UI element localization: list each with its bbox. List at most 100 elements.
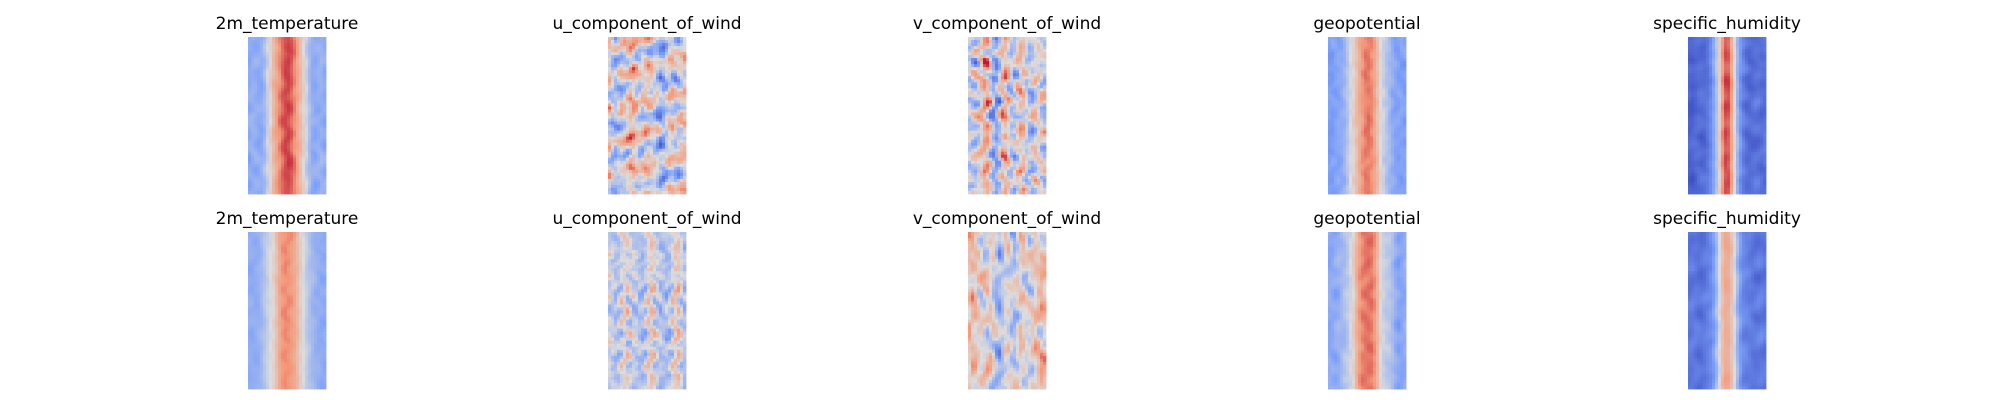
- heatmap-cell: [1031, 160, 1035, 165]
- heatmap-cell: [1028, 163, 1032, 168]
- heatmap-cell: [272, 73, 276, 77]
- heatmap-cell: [1403, 52, 1407, 56]
- heatmap-cell: [683, 112, 687, 116]
- heatmap-cell: [248, 112, 252, 116]
- heatmap-cell: [1034, 76, 1038, 80]
- heatmap-cell: [668, 103, 672, 107]
- heatmap-cell: [1379, 82, 1383, 86]
- heatmap-cell: [1043, 70, 1047, 74]
- heatmap-cell: [317, 178, 321, 183]
- heatmap-cell: [1364, 49, 1368, 53]
- heatmap-cell: [611, 73, 615, 77]
- heatmap-cell: [653, 142, 657, 147]
- heatmap-cell: [626, 73, 630, 77]
- heatmap-cell: [644, 88, 648, 92]
- heatmap-cell: [647, 52, 651, 56]
- heatmap-cell: [653, 127, 657, 131]
- heatmap-cell: [305, 175, 309, 180]
- heatmap-cell: [611, 160, 615, 165]
- heatmap-cell: [1379, 67, 1383, 71]
- heatmap-cell: [1385, 55, 1389, 59]
- heatmap-cell: [1019, 172, 1023, 177]
- heatmap-cell: [305, 37, 309, 41]
- heatmap-cell: [293, 52, 297, 56]
- heatmap-cell: [620, 49, 624, 53]
- heatmap-cell: [308, 109, 312, 113]
- heatmap-cell: [677, 142, 681, 147]
- heatmap-cell: [257, 40, 261, 44]
- heatmap-cell: [1043, 178, 1047, 183]
- heatmap-cell: [656, 52, 660, 56]
- heatmap-cell: [1364, 127, 1368, 131]
- heatmap-cell: [290, 79, 294, 83]
- heatmap-cell: [665, 166, 669, 171]
- heatmap-cell: [272, 172, 276, 177]
- heatmap-cell: [293, 133, 297, 138]
- heatmap-cell: [1334, 55, 1338, 59]
- heatmap-cell: [662, 187, 666, 192]
- heatmap-cell: [971, 91, 975, 95]
- heatmap-cell: [1040, 97, 1044, 101]
- heatmap-cell: [683, 46, 687, 50]
- heatmap-cell: [1352, 130, 1356, 135]
- heatmap-cell: [644, 106, 648, 110]
- heatmap-cell: [998, 187, 1002, 192]
- heatmap-cell: [1040, 133, 1044, 138]
- heatmap-cell: [995, 79, 999, 83]
- heatmap-cell: [680, 88, 684, 92]
- heatmap-cell: [650, 169, 654, 174]
- heatmap-cell: [971, 94, 975, 98]
- heatmap-cell: [1004, 109, 1008, 113]
- heatmap-cell: [995, 154, 999, 159]
- heatmap-cell: [1331, 139, 1335, 144]
- heatmap-cell: [1037, 175, 1041, 180]
- heatmap-cell: [968, 130, 972, 135]
- heatmap-cell: [260, 178, 264, 183]
- heatmap-cell: [1340, 142, 1344, 147]
- heatmap-cell: [1010, 46, 1014, 50]
- heatmap-cell: [1037, 142, 1041, 147]
- heatmap-cell: [1370, 43, 1374, 47]
- heatmap-cell: [1367, 118, 1371, 122]
- heatmap-cell: [1343, 37, 1347, 41]
- heatmap-cell: [1004, 58, 1008, 62]
- heatmap-cell: [1025, 172, 1029, 177]
- heatmap-cell: [677, 127, 681, 131]
- heatmap-cell: [1025, 67, 1029, 71]
- heatmap-cell: [281, 70, 285, 74]
- heatmap-cell: [1025, 61, 1029, 65]
- heatmap-cell: [269, 88, 273, 92]
- heatmap-cell: [641, 85, 645, 89]
- heatmap-cell: [1373, 124, 1377, 128]
- heatmap-cell: [302, 67, 306, 71]
- heatmap-cell: [1016, 103, 1020, 107]
- heatmap-cell: [641, 55, 645, 59]
- heatmap-cell: [266, 73, 270, 77]
- heatmap-cell: [260, 139, 264, 144]
- heatmap-cell: [665, 61, 669, 65]
- heatmap-cell: [323, 70, 327, 74]
- heatmap-cell: [1385, 121, 1389, 125]
- heatmap-cell: [1343, 115, 1347, 119]
- heatmap-cell: [998, 184, 1002, 189]
- heatmap-cell: [662, 67, 666, 71]
- heatmap-cell: [1328, 58, 1332, 62]
- heatmap-cell: [647, 67, 651, 71]
- heatmap-cell: [296, 157, 300, 162]
- heatmap-cell: [1355, 103, 1359, 107]
- heatmap-cell: [1016, 133, 1020, 138]
- heatmap-cell: [290, 169, 294, 174]
- heatmap-cell: [1379, 112, 1383, 116]
- heatmap-cell: [1004, 130, 1008, 135]
- heatmap-cell: [272, 43, 276, 47]
- heatmap-cell: [269, 79, 273, 83]
- heatmap-cell: [1328, 142, 1332, 147]
- heatmap-cell: [311, 142, 315, 147]
- heatmap-cell: [995, 43, 999, 47]
- heatmap-cell: [296, 106, 300, 110]
- heatmap-cell: [659, 109, 663, 113]
- heatmap-cell: [1328, 82, 1332, 86]
- heatmap-cell: [272, 76, 276, 80]
- heatmap-cell: [1397, 109, 1401, 113]
- heatmap-cell: [623, 121, 627, 125]
